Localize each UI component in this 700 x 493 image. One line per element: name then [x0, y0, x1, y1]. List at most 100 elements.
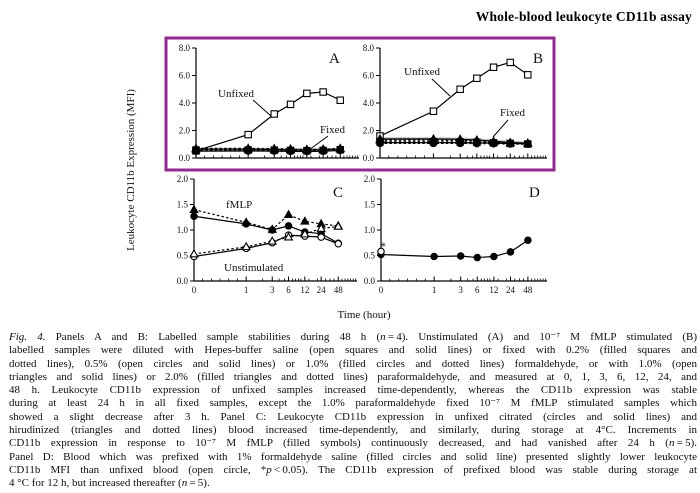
x-tick-label: 48	[523, 285, 533, 295]
y-tick-label: 4.0	[363, 98, 375, 108]
caption-line: 48 h. Leukocyte CD11b expression of unfi…	[9, 384, 697, 397]
marker-triangle-filled	[455, 135, 465, 144]
x-tick-label: 12	[300, 285, 309, 295]
caption-line: CD11b expression in response to 10⁻⁷ M f…	[9, 437, 697, 450]
annotation-label: Unfixed	[404, 66, 441, 78]
marker-square-open	[429, 107, 438, 116]
marker-triangle-filled	[267, 224, 277, 233]
marker-circle-open	[317, 233, 325, 241]
series-line	[195, 91, 341, 152]
annotation-leader-line	[252, 99, 272, 117]
marker-triangle-filled	[375, 134, 385, 144]
annotation-label: Fixed	[500, 107, 526, 119]
x-tick-label: 6	[286, 285, 291, 295]
marker-square-open	[336, 96, 345, 105]
marker-triangle-filled	[285, 143, 296, 153]
marker-circle-filled	[430, 252, 438, 261]
series-line	[193, 225, 339, 255]
y-tick-label: 0.0	[363, 153, 375, 163]
marker-triangle-filled	[189, 204, 199, 213]
panel-C: 0.0 0.5 1.0 1.5 2.0 0 1 3 6 12 24 48 fMLP Unstimulate…	[177, 174, 357, 295]
y-tick-label: 0.0	[179, 153, 191, 163]
marker-triangle-filled	[241, 217, 251, 226]
marker-triangle-filled	[283, 209, 294, 219]
y-tick-label: 8.0	[363, 43, 375, 53]
marker-square-open	[473, 74, 481, 83]
y-tick-label: 6.0	[363, 71, 375, 81]
annotation-label: *	[380, 239, 386, 253]
panel-A: 0.0 2.0 4.0 6.0 8.0 Unfixed Fixed A	[179, 43, 359, 163]
annotation-leader-line	[431, 78, 451, 97]
marker-triangle-open	[267, 236, 277, 245]
marker-square-open	[286, 100, 295, 109]
caption-line: hirudinized (triangles and dotted lines)…	[9, 424, 697, 437]
x-tick-label: 3	[270, 285, 275, 295]
panel-D: 0.0 0.5 1.0 1.5 2.0 0 1 3 6 12 24 48 * D	[364, 174, 547, 295]
panel-letter: B	[533, 51, 543, 67]
marker-triangle-open	[283, 232, 294, 241]
y-tick-label: 1.5	[177, 200, 189, 210]
marker-triangle-filled	[505, 137, 515, 147]
marker-triangle-open	[316, 223, 326, 232]
caption-line: during at least 24 h in all fixed sample…	[9, 397, 697, 410]
series-line	[193, 234, 339, 258]
marker-triangle-filled	[243, 143, 253, 152]
marker-triangle-filled	[318, 144, 328, 153]
y-axis-title: Leukocyte CD11b Expression (MFI)	[125, 89, 137, 251]
marker-circle-open	[334, 240, 343, 248]
panel-B: 0.0 2.0 4.0 6.0 8.0 Unfixed Fixed B	[363, 43, 547, 163]
x-tick-label: 0	[379, 285, 384, 295]
x-tick-label: 24	[506, 285, 516, 295]
y-tick-label: 0.5	[177, 251, 189, 261]
highlight-box	[164, 36, 556, 172]
marker-circle-filled	[190, 212, 198, 220]
marker-square-open	[489, 63, 498, 72]
annotation-label: Fixed	[320, 124, 346, 136]
caption-line: showed a slight decrease after 3 h. Pane…	[9, 410, 697, 423]
marker-circle-filled	[456, 252, 465, 260]
y-tick-label: 0.0	[177, 276, 189, 286]
marker-circle-filled	[490, 252, 498, 261]
marker-triangle-open	[241, 241, 251, 251]
marker-square-open	[524, 71, 532, 79]
figure-chart-svg: 0.0 2.0 4.0 6.0 8.0 Unfixed Fixed A 0.0 2.0 4.0 6.0…	[125, 36, 556, 321]
marker-square-open	[456, 85, 464, 94]
marker-triangle-filled	[302, 144, 312, 153]
marker-square-open	[506, 58, 515, 67]
marker-circle-filled	[284, 222, 293, 230]
marker-circle-filled	[524, 236, 532, 244]
marker-triangle-open	[300, 228, 310, 238]
y-tick-label: 6.0	[179, 71, 191, 81]
x-tick-label: 24	[317, 285, 327, 295]
marker-triangle-filled	[335, 143, 345, 152]
marker-square-open	[319, 88, 327, 96]
y-tick-label: 2.0	[177, 174, 189, 184]
y-tick-label: 2.0	[363, 126, 375, 136]
marker-square-open	[303, 89, 311, 98]
y-tick-label: 4.0	[179, 98, 191, 108]
x-axis-title: Time (hour)	[337, 309, 390, 321]
series-line	[193, 215, 339, 244]
caption-line: Panel D: Blood which was prefixed with 1…	[9, 450, 697, 463]
y-tick-label: 2.0	[179, 126, 191, 136]
series-line	[380, 239, 529, 259]
panel-letter: A	[329, 51, 340, 67]
marker-triangle-filled	[300, 216, 310, 225]
caption-line: 4 °C for 12 h, but increased thereafter …	[9, 477, 210, 490]
marker-triangle-filled	[269, 143, 279, 152]
caption-line: triangles and solid lines) or 2.0% (fill…	[9, 370, 697, 383]
y-tick-label: 1.0	[177, 225, 189, 235]
marker-circle-open	[377, 247, 385, 256]
panel-letter: C	[333, 185, 343, 201]
figure-area: 0.0 2.0 4.0 6.0 8.0 Unfixed Fixed A 0.0 2.0 4.0 6.0…	[125, 36, 556, 321]
caption-line: CD11b MFI than unfixed blood (open circl…	[9, 463, 697, 476]
caption-line: Fig. 4. Panels A and B: Labelled sample …	[9, 331, 697, 343]
marker-triangle-filled	[191, 143, 201, 152]
figure-title: Whole-blood leukocyte CD11b assay	[475, 9, 692, 24]
marker-triangle-open	[189, 248, 199, 258]
marker-triangle-filled	[488, 136, 499, 146]
x-tick-label: 48	[334, 285, 344, 295]
y-tick-label: 0.0	[364, 276, 376, 286]
y-tick-label: 2.0	[364, 174, 376, 184]
